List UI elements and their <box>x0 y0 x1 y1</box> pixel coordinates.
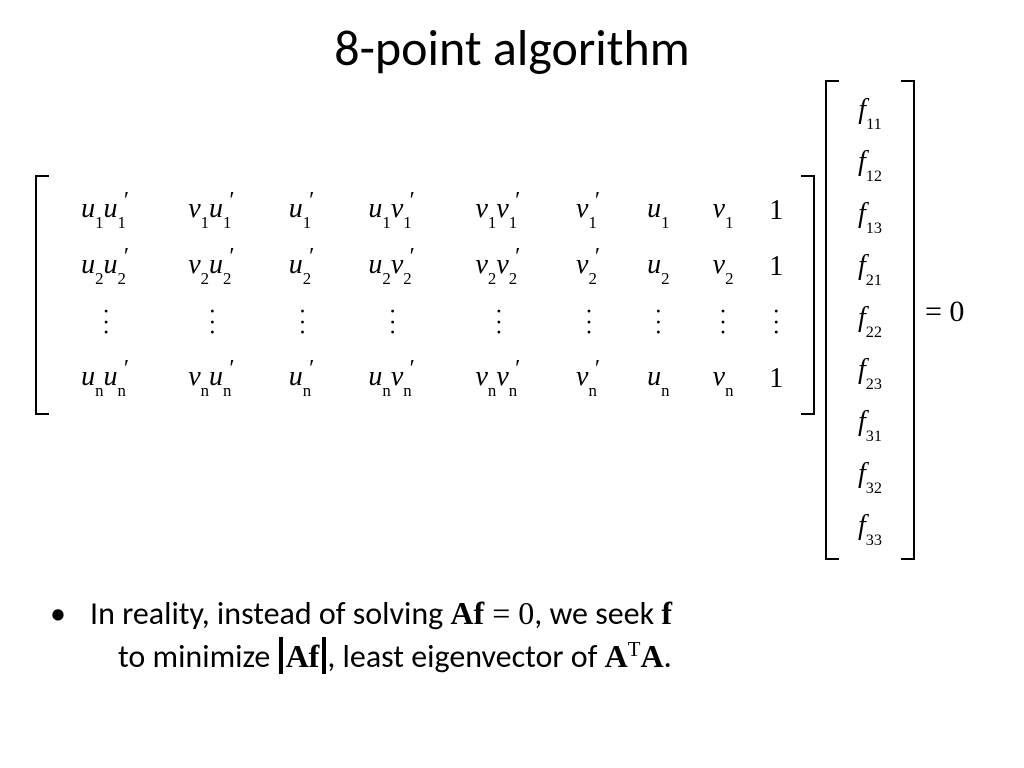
bullet-icon: • <box>50 592 66 635</box>
matrix-cell: 1 <box>769 195 783 227</box>
expr-AT-sup: T <box>628 638 641 661</box>
bracket-right-icon <box>901 80 915 560</box>
matrix-cell: ··· <box>495 307 503 339</box>
matrix-A: u1u1′v1u1′u1′u1v1′v1v1′v1′u1v11u2u2′v2u2… <box>35 175 815 415</box>
matrix-cell: v1v1′ <box>475 193 522 229</box>
matrix-cell: unun′ <box>81 361 131 397</box>
matrix-cell: vnvn′ <box>475 361 522 397</box>
matrix-cell: u2v2′ <box>368 249 416 285</box>
slide-title: 8-point algorithm <box>0 18 1024 79</box>
vector-f-entry: f33 <box>858 510 882 546</box>
expr-norm-Af: Af <box>284 638 322 674</box>
matrix-cell: v2′ <box>576 249 602 285</box>
matrix-cell: u1v1′ <box>368 193 416 229</box>
matrix-cell: ··· <box>208 307 216 339</box>
matrix-cell: ··· <box>772 307 780 339</box>
vector-f-entry: f13 <box>858 198 882 234</box>
matrix-cell: v2u2′ <box>188 249 236 285</box>
matrix-cell: 1 <box>769 251 783 283</box>
matrix-cell: u1′ <box>289 193 317 229</box>
matrix-cell: ··· <box>654 307 662 339</box>
matrix-cell: vn′ <box>576 361 602 397</box>
matrix-cell: v2 <box>713 249 734 285</box>
expr-A2: A <box>640 638 663 674</box>
matrix-cell: u2 <box>647 249 669 285</box>
vector-f-entry: f11 <box>858 94 881 130</box>
vector-f-entry: f12 <box>858 146 882 182</box>
matrix-cell: u2u2′ <box>81 249 131 285</box>
matrix-cell: ··· <box>585 307 593 339</box>
matrix-cell: ··· <box>299 307 307 339</box>
vector-f: f11 f12 f13 f21 f22 f23 f31 f32 f33 <box>825 80 915 560</box>
expr-eq0: = 0 <box>484 595 534 631</box>
matrix-cell: 1 <box>769 363 783 395</box>
matrix-cell: un′ <box>289 361 317 397</box>
bullet-pre: In reality, instead of solving <box>90 594 450 633</box>
vector-f-entry: f23 <box>858 354 882 390</box>
equation-rhs: = 0 <box>925 295 964 329</box>
matrix-cell: u1 <box>647 193 669 229</box>
matrix-cell: v2v2′ <box>475 249 522 285</box>
matrix-A-grid: u1u1′v1u1′u1′u1v1′v1v1′v1′u1v11u2u2′v2u2… <box>49 175 801 415</box>
matrix-cell: v1u1′ <box>188 193 236 229</box>
matrix-cell: unvn′ <box>368 361 416 397</box>
norm-left-icon <box>279 637 283 674</box>
matrix-cell: u1u1′ <box>81 193 131 229</box>
vector-f-entry: f32 <box>858 458 882 494</box>
matrix-cell: ··· <box>389 307 397 339</box>
matrix-cell: ··· <box>719 307 727 339</box>
vector-f-entry: f21 <box>858 250 882 286</box>
expr-Af: Af <box>450 595 484 631</box>
vector-f-entry: f22 <box>858 302 882 338</box>
bullet-text: In reality, instead of solving Af = 0, w… <box>90 592 954 678</box>
bracket-right-icon <box>801 175 815 415</box>
vector-f-entry: f31 <box>858 406 882 442</box>
bullet-mid1: , we seek <box>534 594 661 633</box>
norm-right-icon <box>322 637 326 674</box>
bullet-paragraph: • In reality, instead of solving Af = 0,… <box>55 592 954 678</box>
expr-A1: A <box>605 638 628 674</box>
matrix-cell: u2′ <box>289 249 317 285</box>
matrix-cell: v1′ <box>576 193 602 229</box>
vector-f-grid: f11 f12 f13 f21 f22 f23 f31 f32 f33 <box>839 80 901 560</box>
matrix-cell: vn <box>713 361 734 397</box>
equation-area: u1u1′v1u1′u1′u1v1′v1v1′v1′u1v11u2u2′v2u2… <box>35 80 989 580</box>
matrix-cell: vnun′ <box>188 361 236 397</box>
bullet-tail: . <box>664 637 672 676</box>
slide: 8-point algorithm u1u1′v1u1′u1′u1v1′v1v1… <box>0 0 1024 768</box>
matrix-cell: v1 <box>713 193 734 229</box>
bullet-line2a: to minimize <box>118 637 278 676</box>
bracket-left-icon <box>35 175 49 415</box>
matrix-cell: un <box>647 361 669 397</box>
bracket-left-icon <box>825 80 839 560</box>
matrix-cell: ··· <box>102 307 110 339</box>
bullet-line2b: , least eigenvector of <box>327 637 604 676</box>
expr-f: f <box>661 595 672 631</box>
